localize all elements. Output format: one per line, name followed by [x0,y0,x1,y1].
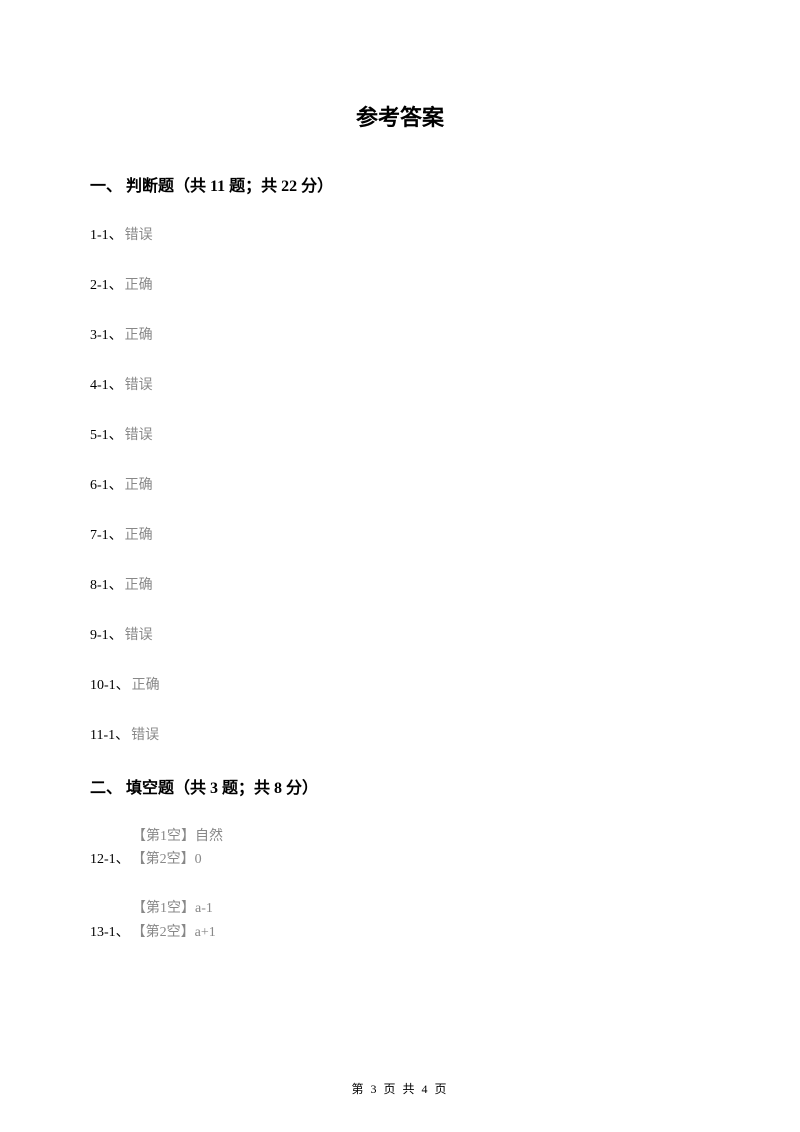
answer-value: 正确 [125,574,153,594]
answer-value: 错误 [125,424,153,444]
answer-label: 9-1、 [90,624,123,644]
section2-answers: 【第1空】自然12-1、【第2空】0 【第1空】a-113-1、【第2空】a+1 [90,826,710,941]
answer-row: 1-1、错误 [90,224,710,244]
fill-line-1: 【第1空】自然 [132,826,710,848]
fill-label: 13-1、 [90,921,130,941]
answer-label: 6-1、 [90,474,123,494]
fill-line-2: 【第2空】a+1 [132,921,216,941]
answer-value: 错误 [131,724,159,744]
fill-label: 12-1、 [90,848,130,868]
answer-value: 正确 [125,274,153,294]
answer-label: 4-1、 [90,374,123,394]
answer-label: 5-1、 [90,424,123,444]
answer-label: 7-1、 [90,524,123,544]
answer-row: 5-1、错误 [90,424,710,444]
fill-line-1: 【第1空】a-1 [132,898,710,920]
page-footer: 第 3 页 共 4 页 [0,1080,800,1097]
fill-answer-block: 【第1空】自然12-1、【第2空】0 [90,826,710,868]
fill-row: 12-1、【第2空】0 [90,848,710,868]
section2-header: 二、 填空题（共 3 题；共 8 分） [90,774,710,798]
fill-answer-block: 【第1空】a-113-1、【第2空】a+1 [90,898,710,940]
section1-answers: 1-1、错误2-1、正确3-1、正确4-1、错误5-1、错误6-1、正确7-1、… [90,224,710,744]
answer-label: 11-1、 [90,724,129,744]
answer-row: 7-1、正确 [90,524,710,544]
answer-label: 2-1、 [90,274,123,294]
answer-label: 10-1、 [90,674,130,694]
answer-value: 正确 [125,524,153,544]
answer-value: 正确 [132,674,160,694]
answer-value: 错误 [125,374,153,394]
answer-label: 1-1、 [90,224,123,244]
answer-row: 3-1、正确 [90,324,710,344]
answer-row: 9-1、错误 [90,624,710,644]
answer-value: 正确 [125,474,153,494]
fill-row: 13-1、【第2空】a+1 [90,921,710,941]
answer-value: 错误 [125,224,153,244]
answer-label: 3-1、 [90,324,123,344]
answer-row: 2-1、正确 [90,274,710,294]
answer-row: 6-1、正确 [90,474,710,494]
answer-value: 正确 [125,324,153,344]
page-title: 参考答案 [90,100,710,132]
section1-header: 一、 判断题（共 11 题；共 22 分） [90,172,710,196]
fill-line-2: 【第2空】0 [132,848,202,868]
answer-row: 11-1、错误 [90,724,710,744]
answer-row: 8-1、正确 [90,574,710,594]
answer-row: 4-1、错误 [90,374,710,394]
answer-row: 10-1、正确 [90,674,710,694]
answer-value: 错误 [125,624,153,644]
answer-label: 8-1、 [90,574,123,594]
